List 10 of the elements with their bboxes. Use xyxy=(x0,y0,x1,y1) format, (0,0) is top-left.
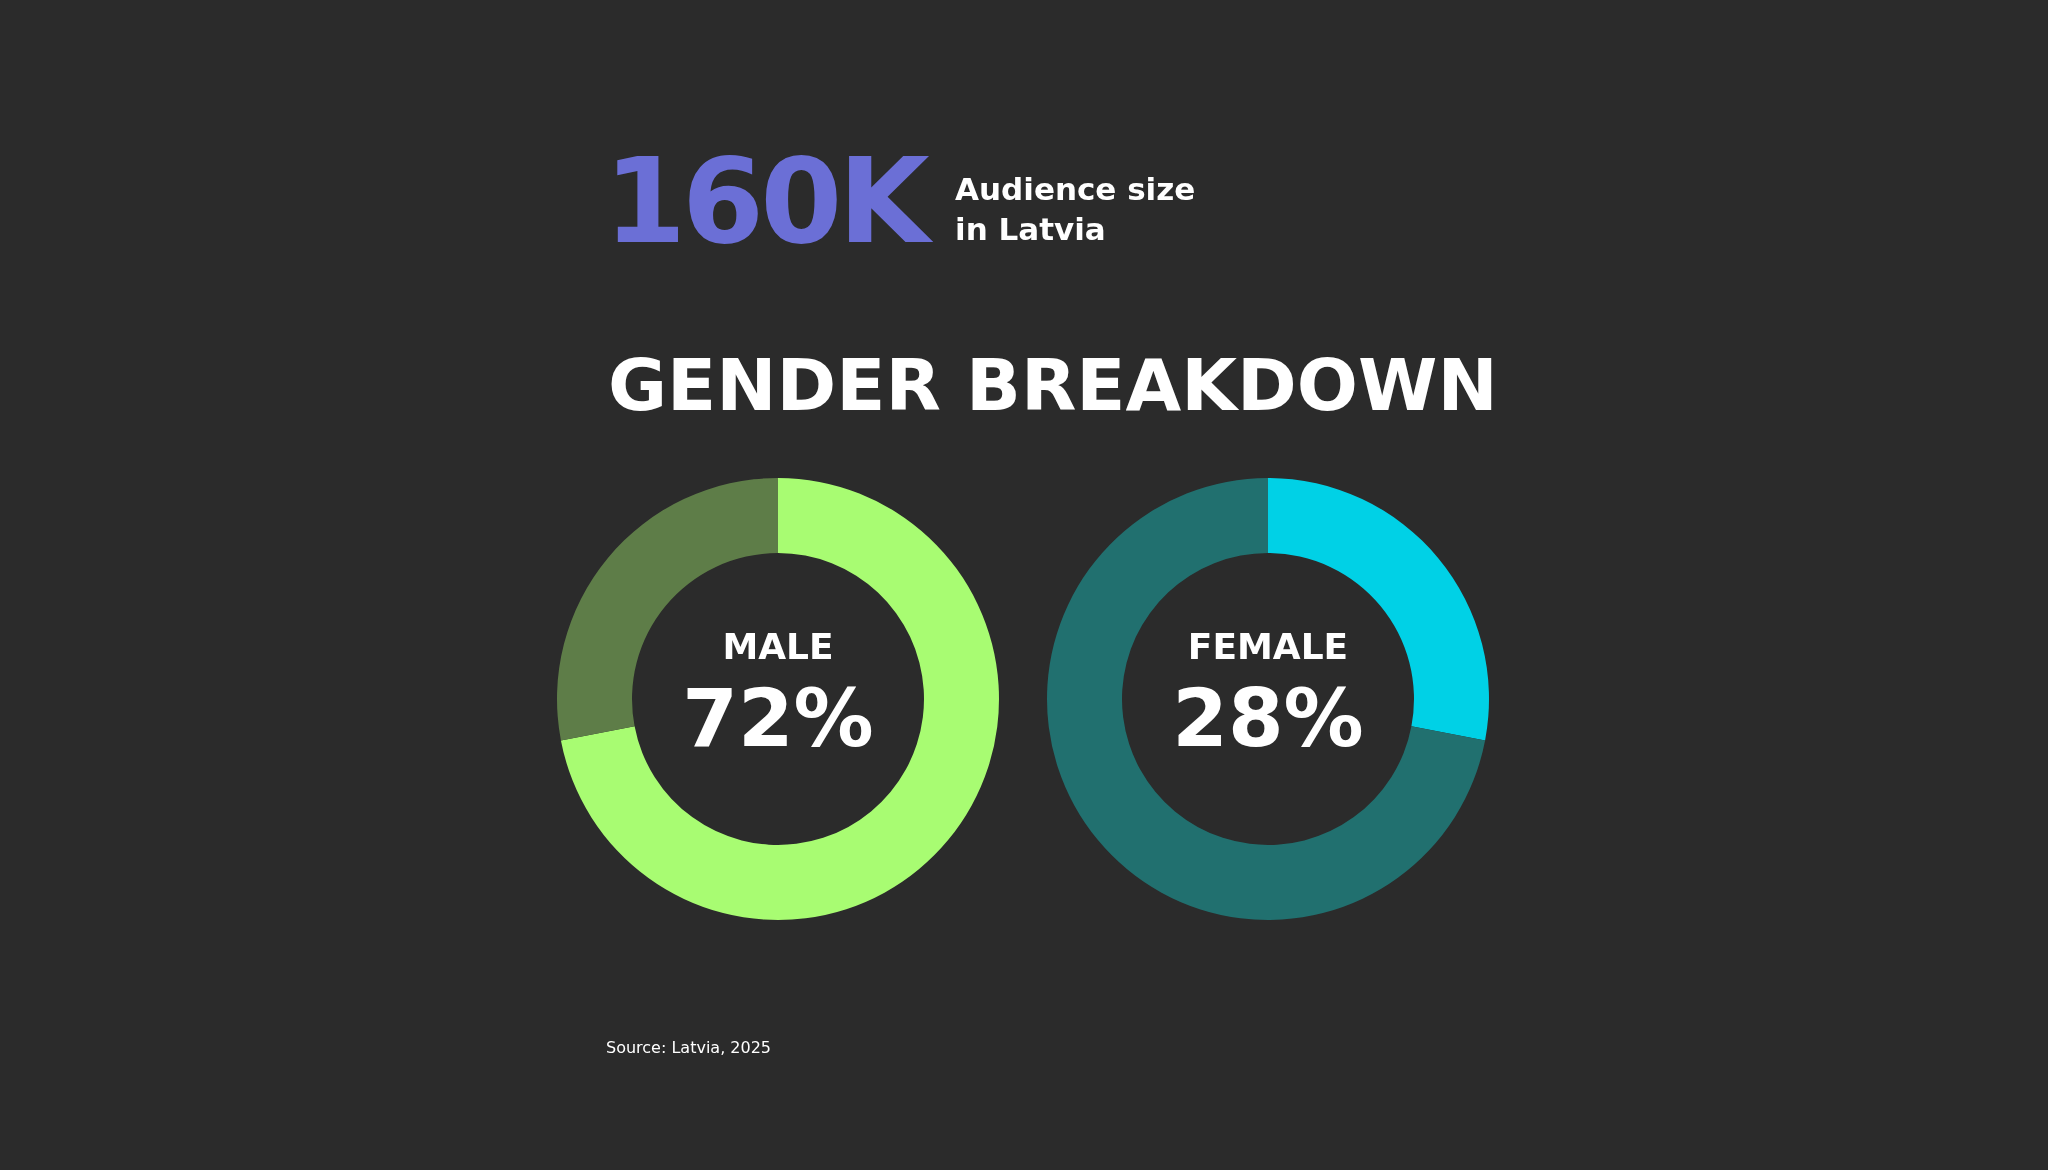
slice-label: FEMALE xyxy=(1187,626,1349,667)
text: 160K xyxy=(604,132,935,270)
chart-title: GENDER BREAKDOWN xyxy=(608,343,1498,427)
text: Audience size in Latvia xyxy=(955,171,1196,247)
slice-label: MALE xyxy=(722,626,834,667)
source-note: Source: Latvia, 2025 xyxy=(606,1038,772,1057)
data-label: 28% xyxy=(1172,672,1364,765)
donut-slice xyxy=(1047,478,1486,920)
donut-slice xyxy=(560,478,999,920)
data-label: 72% xyxy=(682,672,874,765)
